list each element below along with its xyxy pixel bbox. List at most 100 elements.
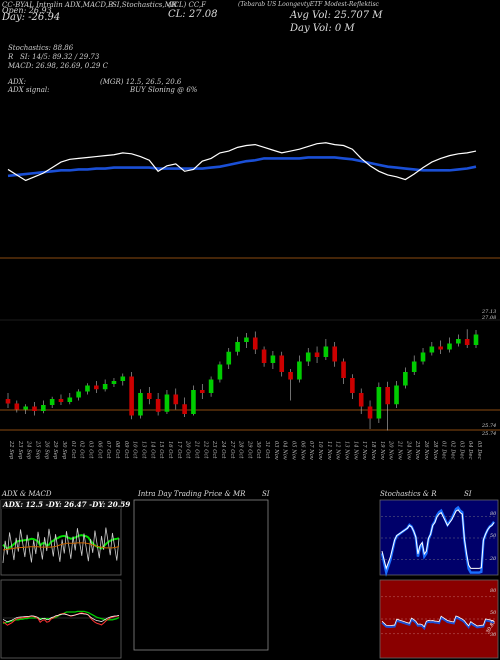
candle-body xyxy=(199,390,205,393)
stoch-label: Stochastics: 88.86 xyxy=(8,44,74,52)
candle-body xyxy=(456,339,461,344)
date-tick-label: 22 Oct xyxy=(202,440,208,459)
candle-body xyxy=(41,405,46,411)
candle-body xyxy=(102,384,108,390)
candle-body xyxy=(94,385,99,390)
candle-body xyxy=(67,397,73,402)
date-tick-label: 30 Sep xyxy=(61,441,67,460)
date-tick-label: 25 Nov xyxy=(414,440,420,460)
candle-body xyxy=(314,352,320,357)
candle-body xyxy=(376,387,382,419)
adx-stats: ADX: 12.5 -DY: 26.47 -DY: 20.59 xyxy=(3,500,131,509)
candle-body xyxy=(155,399,161,412)
candle-body xyxy=(5,399,11,404)
date-tick-label: 26 Sep xyxy=(43,440,49,460)
candle-body xyxy=(429,346,435,353)
candle-body xyxy=(226,351,232,365)
candle-body xyxy=(341,361,346,378)
date-tick-label: 06 Nov xyxy=(299,441,305,460)
candle-body xyxy=(182,404,187,414)
candle-body xyxy=(23,406,28,410)
stoch-si: SI xyxy=(464,490,472,498)
candle-body xyxy=(111,381,117,384)
candle-body xyxy=(173,394,179,405)
price-axis-top: 27.13 xyxy=(482,309,497,315)
candle-body xyxy=(217,364,223,380)
rsi-tick-50: 50 xyxy=(490,610,497,616)
adx-white-line xyxy=(2,527,120,564)
candle-body xyxy=(403,372,408,386)
date-tick-label: 07 Oct xyxy=(105,441,111,459)
day-label: Day: -26.94 xyxy=(2,12,61,23)
intraday-si: SI xyxy=(262,490,270,498)
candle-body xyxy=(464,339,470,345)
date-tick-label: 24 Sep xyxy=(26,440,32,460)
adx-signal-label: ADX signal: xyxy=(8,86,50,94)
date-tick-label: 08 Oct xyxy=(114,441,120,459)
date-tick-label: 25 Sep xyxy=(34,440,40,460)
si-label: SI: 14/5: 89.32 / 29.73 xyxy=(20,53,100,61)
adx-orange-line xyxy=(2,542,120,551)
date-tick-label: 06 Oct xyxy=(96,441,102,459)
stoch-tick-20: 20 xyxy=(490,556,497,562)
macd-hist-line xyxy=(2,613,120,623)
price-line xyxy=(7,142,477,182)
candle-body xyxy=(332,346,338,362)
date-tick-label: 18 Nov xyxy=(370,441,376,460)
date-tick-label: 23 Sep xyxy=(17,440,23,460)
candle-body xyxy=(411,361,417,372)
candle-body xyxy=(288,372,293,380)
date-tick-label: 09 Oct xyxy=(123,441,129,459)
date-tick-label: 16 Oct xyxy=(167,441,173,459)
date-tick-label: 05 Nov xyxy=(291,441,297,460)
date-tick-label: 04 Dec xyxy=(467,441,473,459)
candle-body xyxy=(164,394,170,412)
candle-body xyxy=(58,399,64,402)
date-tick-label: 13 Oct xyxy=(140,441,146,459)
date-tick-label: 01 Oct xyxy=(70,441,76,459)
date-tick-label: 17 Nov xyxy=(361,441,367,460)
rsi-blue-line xyxy=(381,616,495,631)
candle-body xyxy=(394,385,399,405)
date-tick-label: 28 Nov xyxy=(432,440,438,460)
candle-body xyxy=(473,334,479,345)
header-line1c: (ICL) CC,F xyxy=(168,1,207,9)
date-tick-label: 22 Sep xyxy=(8,440,14,460)
candle-body xyxy=(261,349,267,363)
candle-body xyxy=(14,403,20,410)
date-tick-label: 03 Nov xyxy=(273,441,279,460)
header-line1: CC-BYAL Intralin ADX,MACD,B xyxy=(2,1,114,9)
date-tick-label: 02 Dec xyxy=(450,441,456,459)
close-label: CL: 27.08 xyxy=(168,9,218,20)
price-axis-top2: 27.08 xyxy=(482,315,497,321)
date-tick-label: 24 Oct xyxy=(220,440,226,459)
ma-line xyxy=(7,156,477,178)
intraday-panel xyxy=(133,499,269,651)
day-vol-label: Day Vol: 0 M xyxy=(290,23,355,34)
rsi-white-line xyxy=(381,615,495,628)
date-tick-label: 28 Oct xyxy=(238,440,244,459)
candle-body xyxy=(146,393,152,399)
r-label: R xyxy=(8,53,14,61)
date-tick-label: 23 Oct xyxy=(211,440,217,459)
date-tick-label: 14 Oct xyxy=(149,441,155,459)
date-tick-label: 03 Dec xyxy=(458,441,464,459)
date-tick-label: 04 Nov xyxy=(282,441,288,460)
date-tick-label: 19 Nov xyxy=(379,441,385,460)
macd-label: MACD: 26.98, 26.69, 0.29 C xyxy=(8,62,108,70)
date-tick-label: 26 Nov xyxy=(423,440,429,460)
date-tick-label: 30 Oct xyxy=(255,441,261,459)
date-tick-label: 02 Oct xyxy=(79,441,85,459)
intraday-panel-title: Intra Day Trading Price & MR xyxy=(138,490,246,498)
candle-body xyxy=(350,378,355,393)
candle-body xyxy=(420,352,426,362)
date-tick-label: 29 Oct xyxy=(246,440,252,459)
date-tick-label: 31 Oct xyxy=(264,441,270,459)
candle-body xyxy=(438,346,443,350)
date-tick-label: 20 Nov xyxy=(388,440,394,460)
rsi-tick-80: 80 xyxy=(490,588,497,594)
main-chart: 22 Sep 23 Sep 24 Sep 25 Sep 26 Sep 29 Sep 30 S… xyxy=(0,142,500,460)
date-tick-label: 03 Oct xyxy=(87,441,93,459)
stoch-tick-50: 50 xyxy=(490,533,497,539)
adx-label: ADX: xyxy=(8,78,27,86)
